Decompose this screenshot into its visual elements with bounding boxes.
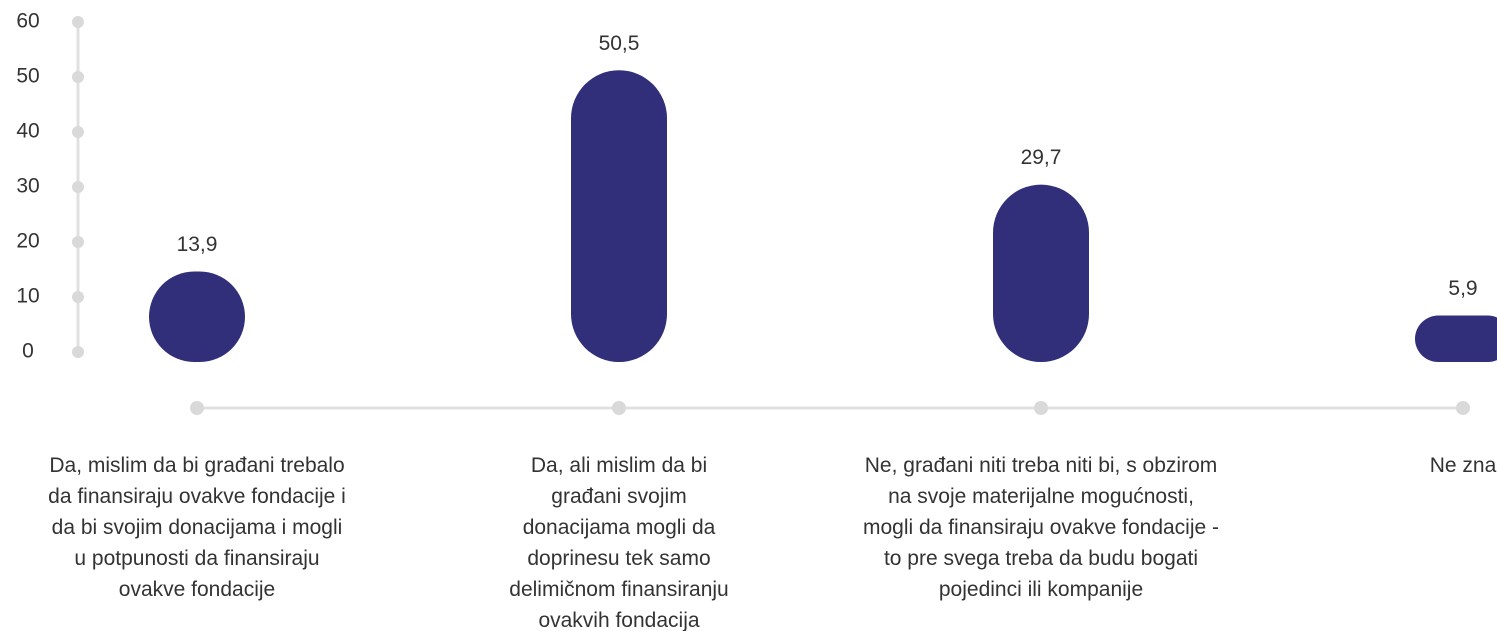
y-tick-dot [72, 346, 84, 358]
bar [993, 184, 1089, 362]
y-tick-label: 0 [22, 340, 34, 363]
y-tick-label: 20 [16, 230, 39, 253]
x-tick-dot [612, 401, 626, 415]
y-tick-label: 40 [16, 120, 39, 143]
y-tick-label: 30 [16, 175, 39, 198]
x-tick-dot [1034, 401, 1048, 415]
value-label: 29,7 [1021, 146, 1062, 169]
y-tick-label: 60 [16, 10, 39, 33]
y-tick-label: 10 [16, 285, 39, 308]
bar [571, 70, 667, 362]
y-tick-dot [72, 291, 84, 303]
x-tick-label: Da, mislim da bi građani trebalo da fina… [48, 454, 346, 601]
value-label: 50,5 [599, 32, 640, 55]
y-tick-dot [72, 181, 84, 193]
bar [149, 271, 245, 362]
y-tick-dot [72, 16, 84, 28]
x-tick-dot [1456, 401, 1470, 415]
x-tick-label: Da, ali mislim da bi građani svojim dona… [509, 454, 729, 631]
bar [1415, 315, 1497, 362]
x-tick-dot [190, 401, 204, 415]
y-tick-dot [72, 126, 84, 138]
y-tick-dot [72, 236, 84, 248]
y-tick-dot [72, 71, 84, 83]
x-tick-label: Ne, građani niti treba niti bi, s obziro… [862, 454, 1220, 601]
y-tick-label: 50 [16, 65, 39, 88]
value-label: 13,9 [177, 233, 218, 256]
x-tick-label: Ne zna [1429, 454, 1497, 477]
value-label: 5,9 [1448, 277, 1477, 300]
